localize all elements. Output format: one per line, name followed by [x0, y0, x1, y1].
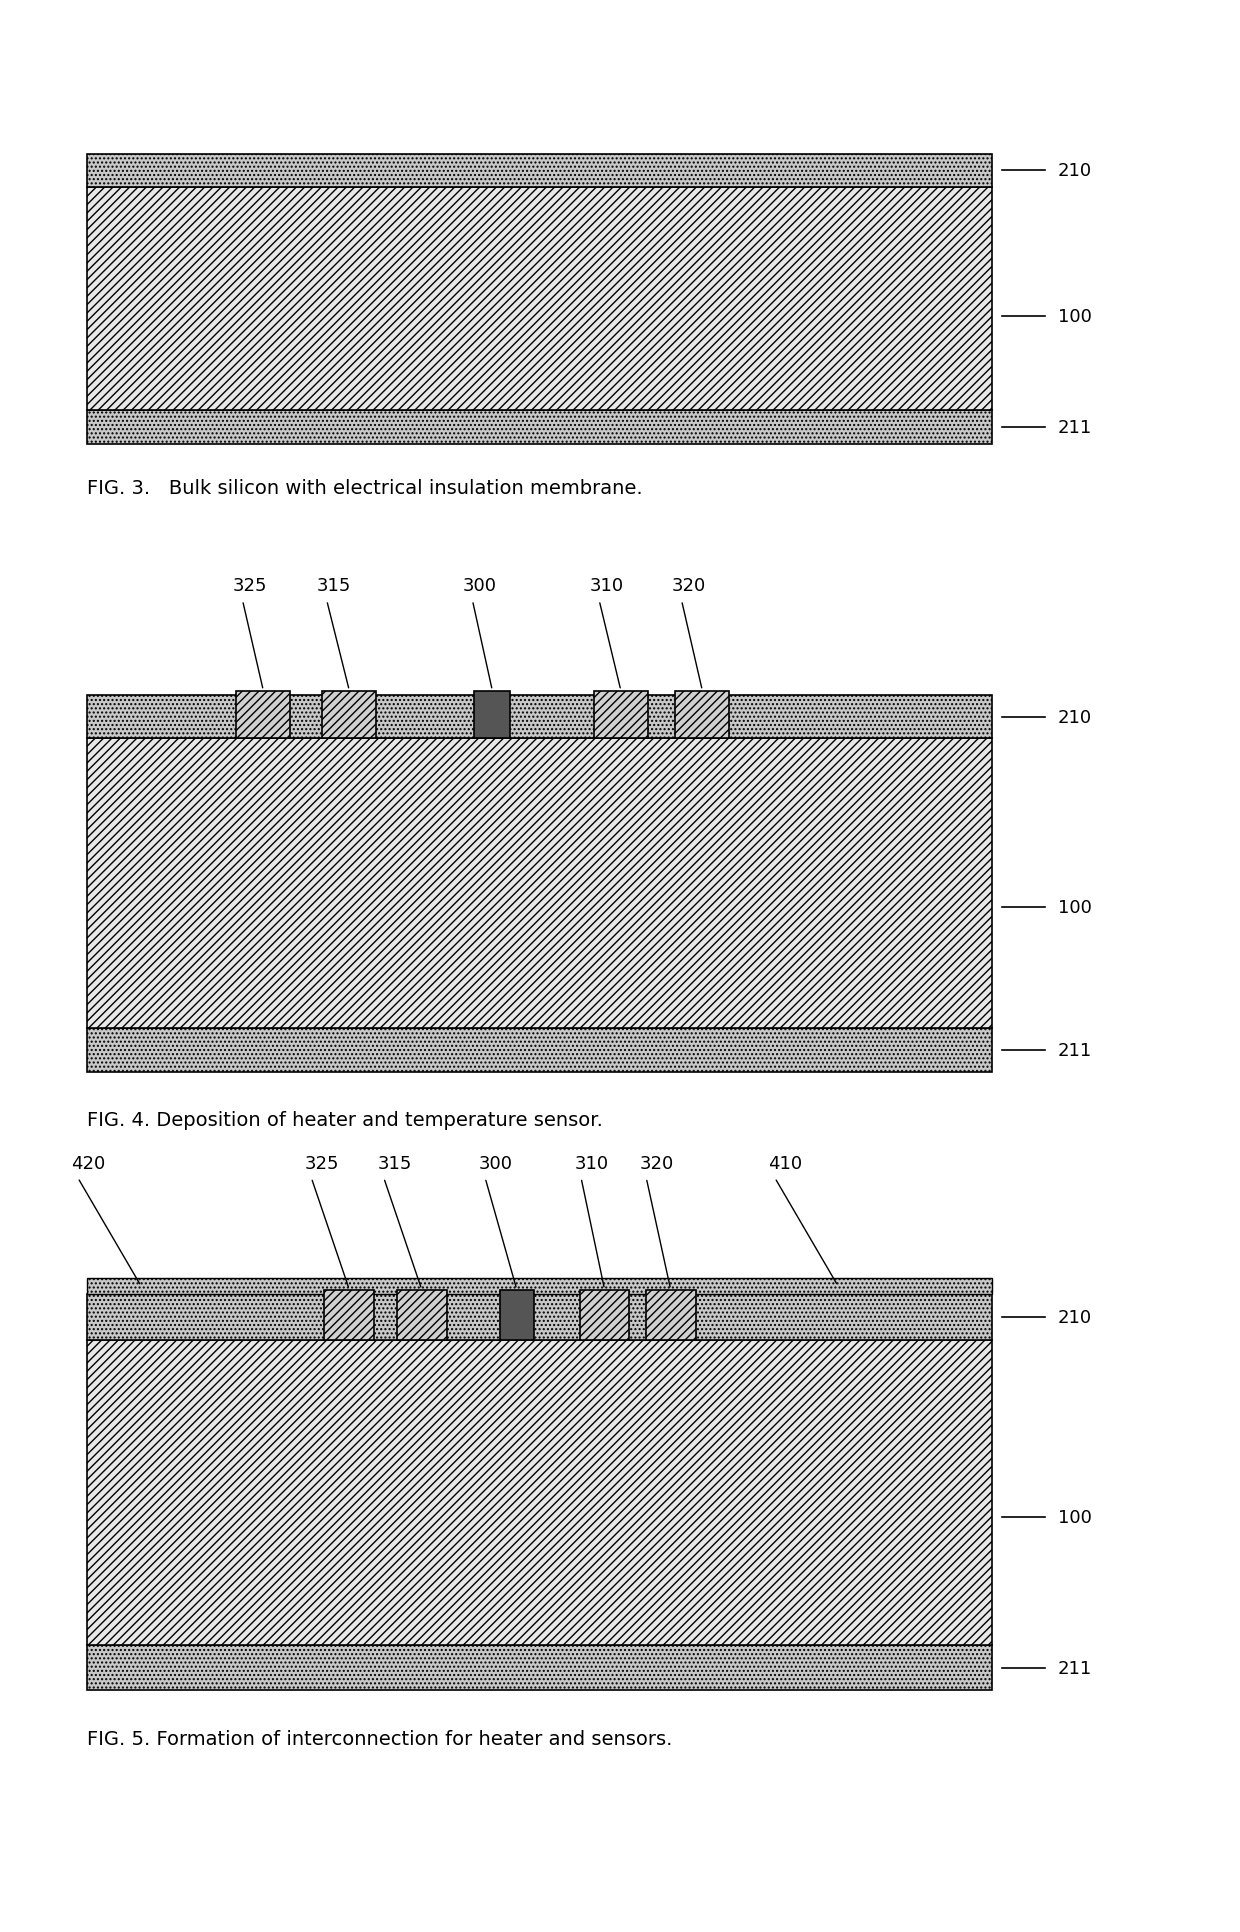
Bar — [87, 696, 992, 738]
Bar — [474, 692, 511, 738]
Text: 100: 100 — [1058, 1507, 1091, 1526]
Text: 320: 320 — [640, 1153, 675, 1173]
Text: 211: 211 — [1058, 419, 1092, 437]
Bar — [646, 1291, 696, 1341]
Bar — [87, 1294, 992, 1341]
Bar — [87, 738, 992, 1030]
Bar — [397, 1291, 446, 1341]
Text: 300: 300 — [479, 1153, 513, 1173]
Bar — [87, 1030, 992, 1072]
Bar — [87, 1341, 992, 1644]
Text: 310: 310 — [589, 578, 624, 595]
Text: 420: 420 — [72, 1153, 105, 1173]
Text: 210: 210 — [1058, 162, 1092, 180]
Text: 210: 210 — [1058, 1308, 1092, 1325]
Bar — [594, 692, 649, 738]
Text: 315: 315 — [377, 1153, 412, 1173]
Bar — [87, 155, 992, 187]
Bar — [325, 1291, 374, 1341]
Text: 300: 300 — [463, 578, 496, 595]
Bar — [322, 692, 377, 738]
Bar — [87, 412, 992, 444]
Bar — [87, 1279, 992, 1294]
Bar — [500, 1291, 534, 1341]
Text: 211: 211 — [1058, 1041, 1092, 1059]
Text: 210: 210 — [1058, 709, 1092, 726]
Text: 100: 100 — [1058, 309, 1091, 327]
Text: 310: 310 — [575, 1153, 609, 1173]
Text: 100: 100 — [1058, 898, 1091, 916]
Text: 410: 410 — [769, 1153, 802, 1173]
Bar — [87, 1644, 992, 1690]
Text: FIG. 4. Deposition of heater and temperature sensor.: FIG. 4. Deposition of heater and tempera… — [87, 1111, 603, 1130]
Bar — [87, 187, 992, 412]
Text: 315: 315 — [316, 578, 351, 595]
Bar — [675, 692, 729, 738]
Text: 320: 320 — [672, 578, 706, 595]
Text: FIG. 5. Formation of interconnection for heater and sensors.: FIG. 5. Formation of interconnection for… — [87, 1729, 672, 1748]
Text: 325: 325 — [305, 1153, 340, 1173]
Text: FIG. 3.   Bulk silicon with electrical insulation membrane.: FIG. 3. Bulk silicon with electrical ins… — [87, 479, 642, 498]
Bar — [236, 692, 290, 738]
Bar — [579, 1291, 630, 1341]
Text: 325: 325 — [233, 578, 267, 595]
Text: 211: 211 — [1058, 1660, 1092, 1677]
